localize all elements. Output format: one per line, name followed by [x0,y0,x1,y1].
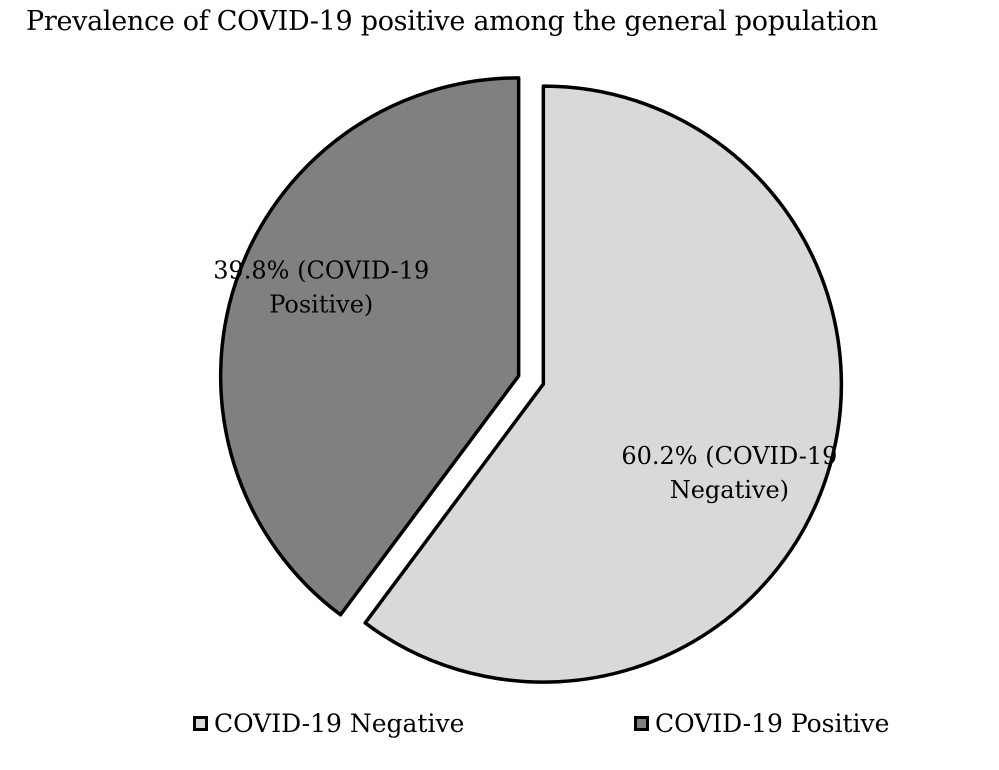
slice-label-negative: 60.2% (COVID-19 Negative) [621,442,837,504]
pie-chart: 60.2% (COVID-19 Negative) 39.8% (COVID-19 P… [213,76,844,684]
legend-item-positive: COVID-19 Positive [634,709,889,738]
slice-label-positive: 39.8% (COVID-19 Positive) [213,256,429,318]
slice-label-line: Negative) [670,476,789,504]
legend-label-negative: COVID-19 Negative [214,709,465,738]
chart-title: Prevalence of COVID-19 positive among th… [26,6,878,37]
legend-label-positive: COVID-19 Positive [655,709,890,738]
slice-label-line: 39.8% (COVID-19 [213,256,429,284]
slice-label-line: 60.2% (COVID-19 [621,442,837,470]
legend-swatch-negative [193,716,208,731]
legend-swatch-positive [634,716,649,731]
slices-layer [218,76,844,684]
legend-item-negative: COVID-19 Negative [193,709,464,738]
labels-layer: 60.2% (COVID-19 Negative) 39.8% (COVID-19 P… [213,256,837,503]
pie-slice-positive [218,76,521,617]
legend: COVID-19 Negative COVID-19 Positive [0,709,999,743]
slice-label-line: Positive) [269,290,373,318]
pie-slice-negative [363,84,844,684]
